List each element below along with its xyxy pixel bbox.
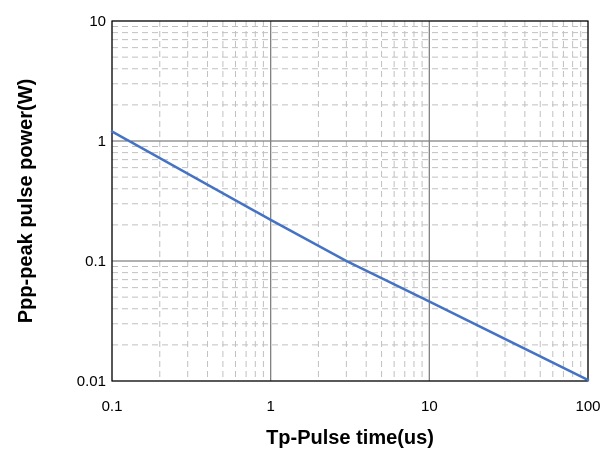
y-axis-title: Ppp-peak pulse power(W) (15, 79, 37, 323)
plot-frame (111, 20, 589, 382)
series-layer (110, 130, 590, 382)
series-line-1 (110, 130, 590, 382)
y-tick-label: 1 (98, 133, 106, 150)
major-grid (111, 20, 589, 382)
x-tick-label: 1 (266, 398, 274, 415)
y-tick-labels: 0.01 0.1 1 10 (77, 13, 106, 390)
y-tick-label: 10 (89, 13, 106, 30)
x-tick-labels: 0.1 1 10 100 (102, 398, 601, 415)
y-tick-label: 0.1 (85, 253, 106, 270)
x-tick-label: 10 (421, 398, 438, 415)
x-tick-label: 0.1 (102, 398, 123, 415)
x-tick-label: 100 (575, 398, 600, 415)
x-axis-title: Tp-Pulse time(us) (266, 427, 434, 449)
minor-grid (112, 21, 588, 381)
y-tick-label: 0.01 (77, 373, 106, 390)
